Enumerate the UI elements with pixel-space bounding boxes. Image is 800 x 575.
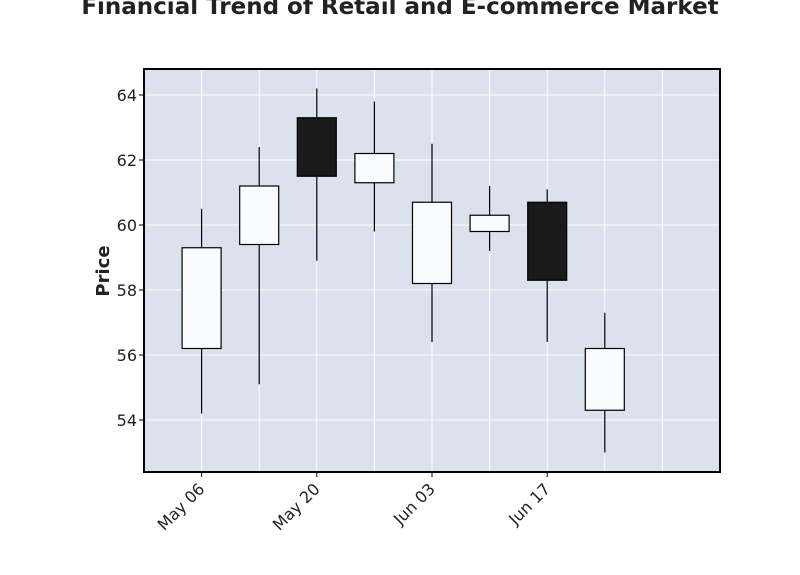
y-axis-label: Price xyxy=(93,245,114,296)
candle-body-up xyxy=(354,152,395,184)
x-tick-label: May 06 xyxy=(154,479,209,534)
candle-body-up xyxy=(239,185,280,246)
candle-body-up xyxy=(469,214,510,233)
x-tick-label: Jun 03 xyxy=(389,479,439,529)
y-tick-label: 62 xyxy=(117,151,137,170)
x-axis-ticks: May 06 May 20 Jun 03 Jun 17 xyxy=(154,472,554,534)
y-tick-label: 54 xyxy=(117,411,137,430)
y-tick-label: 56 xyxy=(117,346,137,365)
candle-body-up xyxy=(411,201,453,285)
x-tick-label: Jun 17 xyxy=(504,479,554,529)
x-tick-label: May 20 xyxy=(269,479,324,534)
candle-body-up xyxy=(181,247,222,350)
y-tick-label: 60 xyxy=(117,216,137,235)
y-axis-ticks: 54 56 58 60 62 64 xyxy=(117,86,144,430)
candle-body-down xyxy=(527,201,568,281)
candles xyxy=(181,88,625,453)
y-tick-label: 64 xyxy=(117,86,137,105)
candle-body-down xyxy=(296,117,337,177)
candle-body-up xyxy=(584,347,625,411)
y-tick-label: 58 xyxy=(117,281,137,300)
chart-title: Financial Trend of Retail and E-commerce… xyxy=(81,0,719,20)
